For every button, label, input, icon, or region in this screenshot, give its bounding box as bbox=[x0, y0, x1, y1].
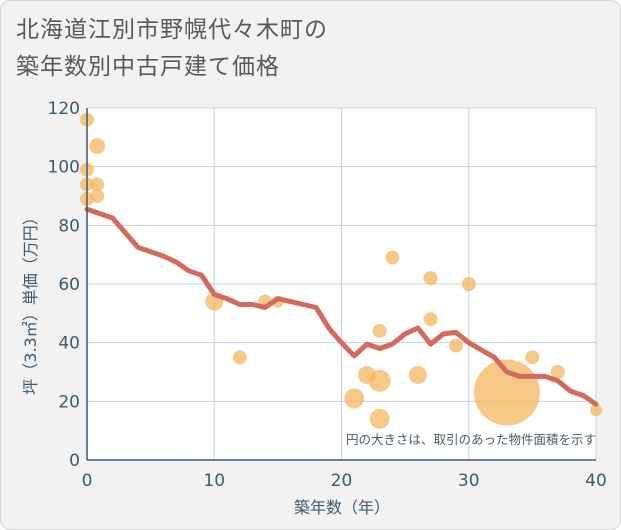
y-tick-label-0: 0 bbox=[69, 451, 80, 471]
chart-title-line-1: 北海道江別市野幌代々木町の bbox=[16, 17, 328, 43]
bubble-18 bbox=[423, 271, 438, 286]
bubble-25 bbox=[590, 404, 602, 417]
y-tick-label-2: 40 bbox=[58, 334, 80, 354]
y-tick-label-1: 20 bbox=[58, 392, 80, 412]
bubble-17 bbox=[408, 365, 427, 384]
x-tick-label-2: 20 bbox=[331, 471, 353, 491]
x-tick-label-4: 40 bbox=[585, 471, 607, 491]
bubble-21 bbox=[461, 277, 476, 291]
x-tick-label-0: 0 bbox=[82, 471, 93, 491]
y-tick-labels: 0 20 40 60 80 100 120 bbox=[48, 99, 80, 471]
bubble-8 bbox=[232, 350, 247, 365]
bubble-4 bbox=[89, 138, 106, 155]
bubble-series bbox=[80, 112, 602, 429]
bubble-11 bbox=[344, 388, 365, 409]
bubble-24 bbox=[550, 365, 565, 379]
bubble-15 bbox=[369, 408, 390, 429]
y-axis-label: 坪（3.3㎡）単価（万円） bbox=[21, 209, 40, 394]
chart-title: 北海道江別市野幌代々木町の 築年数別中古戸建て価格 bbox=[16, 12, 328, 86]
x-axis-label: 築年数（年） bbox=[294, 498, 390, 517]
bubble-16 bbox=[385, 250, 400, 265]
bubble-23 bbox=[525, 350, 540, 365]
x-tick-labels: 0 10 20 30 40 bbox=[82, 471, 607, 491]
x-tick-label-1: 10 bbox=[203, 471, 225, 491]
bubble-20 bbox=[449, 338, 464, 353]
trend-series bbox=[84, 206, 599, 407]
chart-title-line-2: 築年数別中古戸建て価格 bbox=[16, 54, 280, 80]
trend-line bbox=[84, 206, 599, 407]
axes bbox=[86, 108, 596, 461]
y-tick-label-5: 100 bbox=[48, 158, 80, 178]
size-legend-note: 円の大きさは、取引のあった物件面積を示す bbox=[346, 432, 596, 447]
bubble-19 bbox=[423, 312, 438, 327]
y-tick-label-6: 120 bbox=[48, 99, 80, 119]
bubble-14 bbox=[368, 369, 391, 392]
x-tick-label-3: 30 bbox=[458, 471, 480, 491]
bubble-6 bbox=[90, 189, 105, 203]
y-tick-label-3: 60 bbox=[58, 275, 80, 295]
y-tick-label-4: 80 bbox=[58, 216, 80, 236]
bubble-13 bbox=[372, 323, 387, 338]
bubble-5 bbox=[90, 177, 105, 192]
